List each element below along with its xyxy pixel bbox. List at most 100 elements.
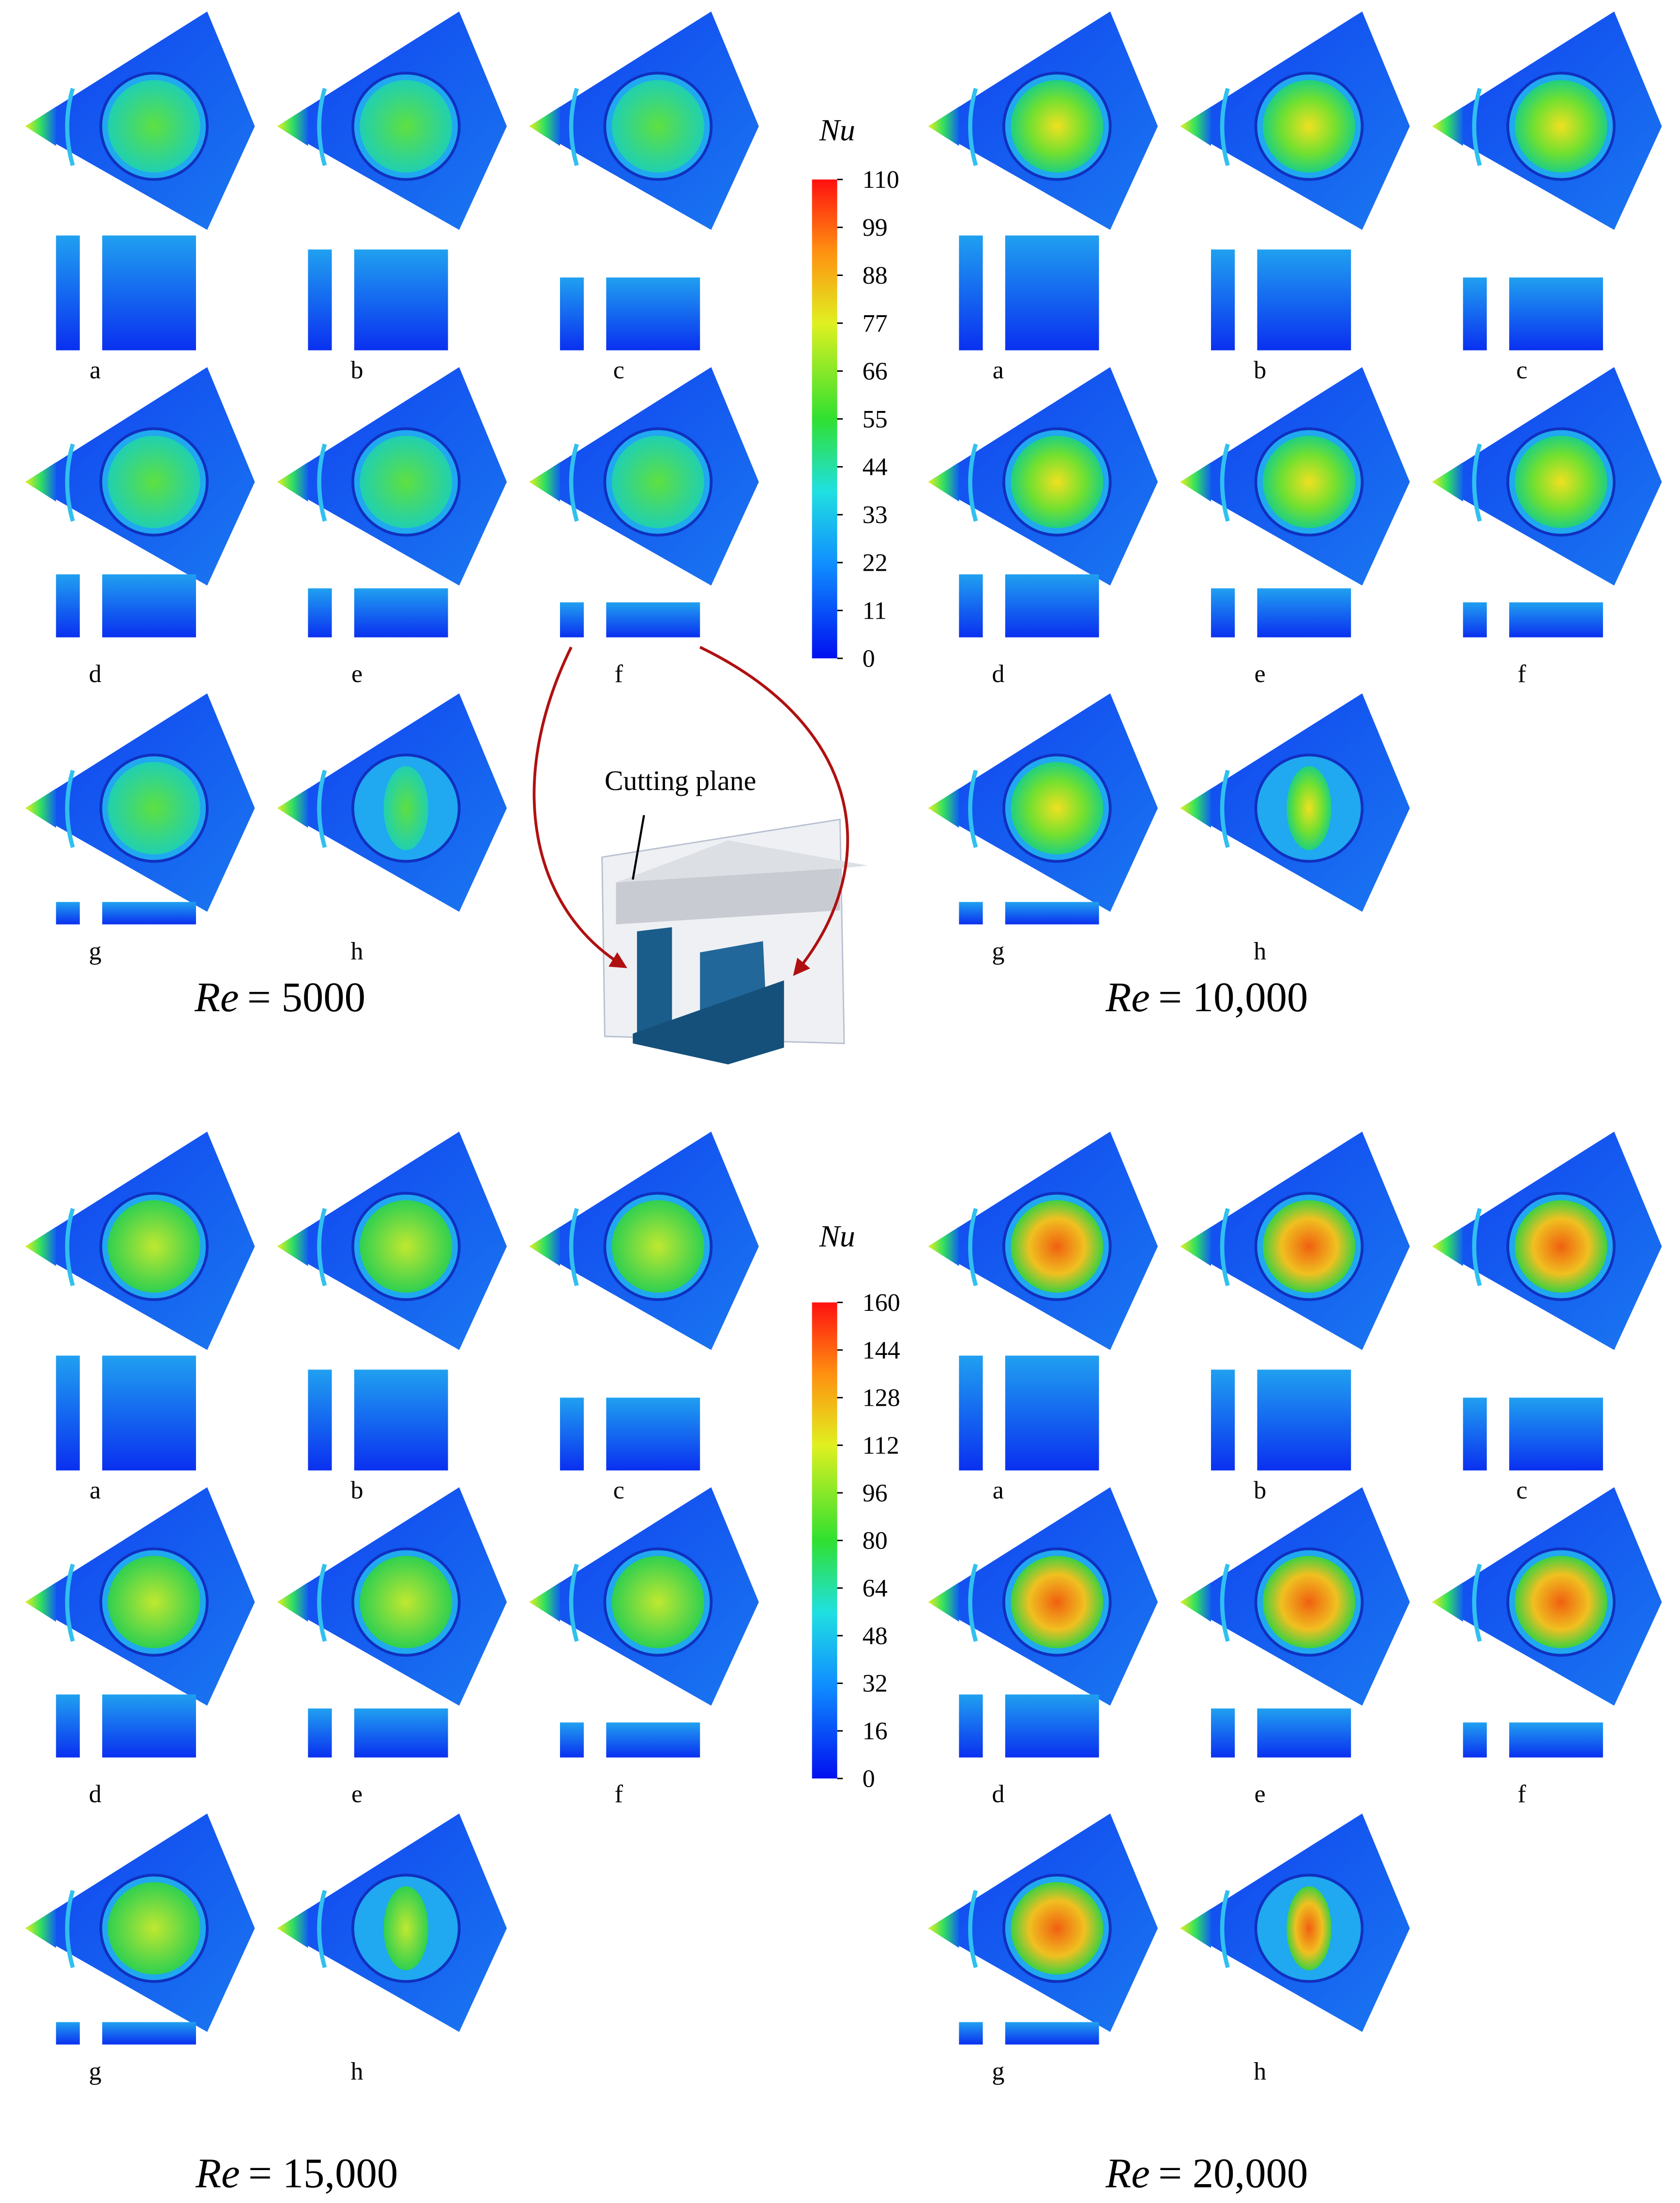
side-bar <box>1211 1369 1235 1471</box>
panel-label: c <box>613 1477 624 1504</box>
heat-map-tip <box>928 1582 959 1622</box>
side-rect <box>1257 1708 1351 1758</box>
colorbar-tick-label: 66 <box>863 358 888 385</box>
heat-map-tip <box>1180 789 1211 828</box>
heat-map-tip <box>1432 106 1463 146</box>
contour-panel <box>277 1131 507 1350</box>
heat-map-tip <box>277 1582 308 1622</box>
side-bar <box>56 574 80 638</box>
panel-label: d <box>89 1780 102 1808</box>
band <box>65 1890 75 1968</box>
contour-panel <box>25 11 255 230</box>
side-rect <box>102 1355 196 1471</box>
colorbar-tick-label: 48 <box>863 1622 888 1650</box>
contour-panel <box>928 367 1158 586</box>
cylinder-face <box>107 1200 200 1293</box>
band <box>317 1564 327 1642</box>
panel-label: g <box>992 2058 1004 2085</box>
contour-panel <box>529 11 759 230</box>
heat-map-tip <box>1180 1227 1211 1266</box>
re-symbol: Re <box>195 2150 240 2197</box>
band <box>317 1890 327 1968</box>
contour-panel <box>1180 367 1410 586</box>
side-rect <box>1257 588 1351 638</box>
side-bar <box>56 235 80 350</box>
panel-label: a <box>993 1477 1004 1504</box>
heat-map-tip <box>277 462 308 502</box>
band <box>968 1890 978 1968</box>
band <box>968 1208 978 1287</box>
colorbar-tick-label: 88 <box>863 262 888 289</box>
contour-panel <box>928 1487 1158 1706</box>
heat-map-tip <box>529 1582 560 1622</box>
panel-label: b <box>351 1477 363 1504</box>
panel-label: g <box>992 938 1004 965</box>
band <box>569 443 579 522</box>
heat-map-tip <box>25 106 56 146</box>
side-rect <box>354 249 448 350</box>
band <box>1472 443 1482 522</box>
side-rect <box>1509 1398 1603 1471</box>
re-symbol: Re <box>194 974 239 1020</box>
colorbar-tick-label: 11 <box>863 597 887 624</box>
side-rect <box>1005 902 1099 925</box>
panel-label: a <box>993 357 1004 384</box>
band <box>65 443 75 522</box>
panel-label: h <box>351 938 363 965</box>
panel-label: a <box>90 357 101 384</box>
colorbar-tick-label: 77 <box>863 310 888 337</box>
heat-map-tip <box>277 1909 308 1948</box>
cylinder-face <box>612 1200 704 1293</box>
cylinder-face <box>1011 80 1104 173</box>
side-rect <box>354 1369 448 1471</box>
contour-panel <box>277 1487 507 1706</box>
heat-map-tip <box>1432 462 1463 502</box>
panel-label: c <box>1516 1477 1528 1504</box>
side-bar <box>959 1355 983 1471</box>
contour-panel <box>1180 693 1410 912</box>
band <box>968 443 978 522</box>
side-bar <box>959 574 983 638</box>
side-rect <box>1005 2022 1099 2045</box>
band <box>569 88 579 167</box>
band <box>65 770 75 848</box>
colorbar <box>812 1302 837 1779</box>
heat-map-tip <box>529 462 560 502</box>
re-value: = 5000 <box>247 974 365 1020</box>
colorbar-tick-label: 44 <box>863 454 888 481</box>
colorbar <box>812 179 837 659</box>
heat-map-tip <box>1432 1582 1463 1622</box>
inset-label: Cutting plane <box>605 765 756 796</box>
cylinder-face <box>1011 1200 1104 1293</box>
heat-map-tip <box>1432 1227 1463 1266</box>
side-rect <box>606 1722 700 1758</box>
side-rect <box>102 235 196 350</box>
side-rect <box>102 902 196 925</box>
panel-label: g <box>89 938 102 965</box>
band <box>1220 443 1230 522</box>
side-rect <box>1005 1355 1099 1471</box>
contour-panel <box>928 11 1158 230</box>
side-rect <box>102 574 196 638</box>
band <box>317 443 327 522</box>
band <box>1220 1890 1230 1968</box>
panel-label: b <box>1254 357 1266 384</box>
contour-panel <box>1180 11 1410 230</box>
side-rect <box>1257 1369 1351 1471</box>
hot-spot <box>383 766 429 851</box>
contour-panel <box>928 1813 1158 2032</box>
side-bar <box>308 588 332 638</box>
band <box>65 1564 75 1642</box>
contour-panel <box>25 693 255 912</box>
contour-panel <box>25 1813 255 2032</box>
side-rect <box>1005 1694 1099 1758</box>
cylinder-face <box>107 1882 200 1975</box>
cylinder-face <box>360 1556 453 1649</box>
heat-map-tip <box>1180 106 1211 146</box>
heat-map-tip <box>1180 1909 1211 1948</box>
colorbar-tick-label: 80 <box>863 1527 888 1555</box>
band <box>968 770 978 848</box>
re-value: = 10,000 <box>1158 974 1308 1020</box>
panel-label: d <box>89 660 102 688</box>
heat-map-tip <box>25 462 56 502</box>
